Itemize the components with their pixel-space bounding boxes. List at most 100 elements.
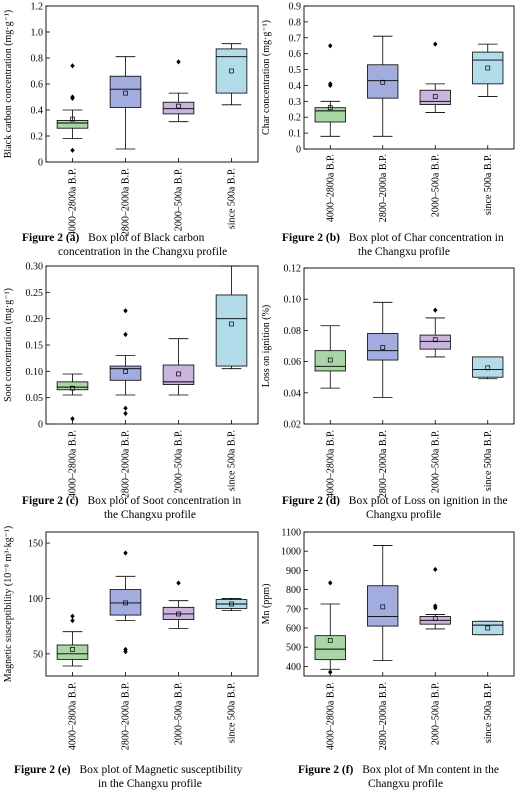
y-tick-label: 0.2: [31, 132, 44, 143]
x-category-label: 2800–2000a B.P.: [378, 682, 389, 750]
y-tick-label: 0.15: [26, 341, 44, 352]
box-2: [367, 333, 399, 361]
plot-frame: [303, 267, 515, 425]
mean-marker: [485, 365, 491, 371]
chart-panel-f: 400 500 600 700 800 900 1000 1100 Mn (ppm) 4000–2…: [258, 528, 516, 791]
box-2: [109, 589, 142, 616]
y-tick-label: 0.9: [289, 2, 302, 13]
y-tick-label: 0.02: [284, 420, 302, 431]
mean-marker: [432, 337, 438, 343]
x-category-label: 4000–2800a B.P.: [325, 682, 336, 750]
mean-marker: [123, 368, 128, 374]
x-category-label: since 500a B.P.: [227, 430, 238, 491]
outlier-point: [70, 618, 75, 624]
x-category-label: 4000–2800a B.P.: [68, 430, 79, 498]
outlier-point: [433, 41, 438, 47]
caption-line1-c: Box plot of Soot concentration in: [87, 495, 242, 507]
box-4: [472, 51, 504, 85]
chart-panel-c: 0 0.05 0.10 0.15 0.20 0.25 0.30 Soot concentrat…: [0, 262, 259, 524]
outlier-point: [123, 649, 128, 655]
mean-marker: [229, 68, 234, 74]
mean-marker: [176, 103, 181, 109]
mean-marker: [70, 647, 75, 652]
y-tick-label: 0.8: [31, 54, 44, 65]
y-tick-label: 0: [38, 158, 43, 169]
plot-frame: [303, 5, 515, 150]
box-4: [472, 620, 504, 636]
y-tick-label: 700: [286, 604, 301, 615]
caption-a: Figure 2 (a) Box plot of Black carbon co…: [22, 231, 258, 259]
x-category-label: 4000–2800a B.P.: [68, 682, 79, 750]
x-category-label: 2800–2000a B.P.: [378, 154, 389, 222]
caption-line1-a: Box plot of Black carbon: [88, 232, 205, 244]
y-tick-label: 0.8: [289, 17, 302, 28]
chart-svg-a: 0 0.2 0.4 0.6 0.8 1.0 1.2 Black carbon concentr…: [3, 2, 259, 236]
outlier-point: [123, 550, 128, 556]
y-tick-label: 0.10: [26, 367, 44, 378]
outlier-point: [70, 613, 75, 619]
outlier-point: [123, 410, 128, 417]
y-tick-label: 0: [296, 145, 301, 156]
mean-marker: [380, 604, 386, 610]
x-category-label: 2000–500a B.P.: [174, 430, 185, 493]
y-tick-label: 0.04: [284, 388, 302, 399]
y-tick-label: 0.30: [26, 262, 44, 273]
outlier-point: [328, 43, 333, 49]
x-category-label: 4000–2800a B.P.: [325, 430, 336, 498]
box-3: [419, 89, 451, 105]
y-axis-label: Char concentration (mg·g⁻¹): [261, 20, 272, 135]
outlier-point: [70, 63, 75, 69]
caption-label-c: Figure 2 (c): [22, 495, 79, 507]
caption-label-f: Figure 2 (f): [298, 764, 354, 776]
x-category-label: 2000–500a B.P.: [430, 154, 441, 217]
outlier-point: [433, 307, 438, 313]
x-category-label: 2800–2000a B.P.: [121, 430, 132, 498]
caption-e: Figure 2 (e) Box plot of Magnetic suscep…: [14, 763, 258, 791]
box-2: [367, 585, 399, 627]
y-tick-label: 0.05: [26, 393, 44, 404]
plot-frame: [303, 531, 515, 677]
y-tick-label: 150: [28, 539, 43, 550]
x-category-label: since 500a B.P.: [483, 682, 494, 743]
x-category-label: 4000–2800a B.P.: [68, 168, 79, 236]
mean-marker: [380, 345, 386, 350]
x-category-label: 4000–2800a B.P.: [325, 154, 336, 222]
chart-panel-e: 50 100 150 Magnetic susceptibility (10⁻⁸ m³…: [0, 526, 259, 791]
y-tick-label: 50: [33, 649, 43, 660]
outlier-point: [123, 331, 128, 338]
mean-marker: [70, 116, 75, 122]
y-tick-label: 0.6: [31, 80, 44, 91]
y-tick-label: 0.3: [289, 97, 302, 108]
y-tick-label: 400: [286, 662, 301, 673]
caption-f: Figure 2 (f) Box plot of Mn content in t…: [298, 763, 516, 791]
caption-line2-f: Changxu profile: [368, 778, 444, 790]
y-tick-label: 0.06: [284, 357, 302, 368]
box-4: [472, 356, 504, 378]
x-category-label: since 500a B.P.: [483, 154, 494, 215]
x-category-label: since 500a B.P.: [227, 682, 238, 743]
x-category-label: 2000–500a B.P.: [430, 682, 441, 745]
outlier-point: [70, 147, 75, 153]
y-tick-label: 800: [286, 585, 301, 596]
mean-marker: [176, 611, 181, 617]
outlier-point: [123, 405, 128, 411]
plot-frame: [45, 531, 259, 677]
chart-panel-a: 0 0.2 0.4 0.6 0.8 1.0 1.2 Black carbon concentr…: [0, 0, 259, 262]
y-tick-label: 0.12: [284, 264, 302, 275]
outlier-point: [176, 580, 181, 586]
y-tick-label: 1.0: [31, 28, 44, 39]
mean-marker: [485, 625, 491, 631]
mean-marker: [432, 94, 438, 99]
mean-marker: [327, 105, 333, 111]
y-tick-label: 1.2: [31, 2, 44, 13]
caption-line2-c: the Changxu profile: [104, 509, 196, 521]
y-axis-label: Loss on ignition (%): [261, 305, 272, 388]
outlier-point: [70, 95, 75, 101]
y-tick-label: 0.6: [289, 49, 302, 60]
outlier-point: [123, 308, 128, 314]
outlier-point: [176, 59, 181, 65]
y-axis-label: Mn (ppm): [261, 584, 272, 625]
y-tick-label: 0.7: [289, 33, 302, 44]
outlier-point: [70, 416, 75, 422]
mean-marker: [327, 357, 333, 363]
